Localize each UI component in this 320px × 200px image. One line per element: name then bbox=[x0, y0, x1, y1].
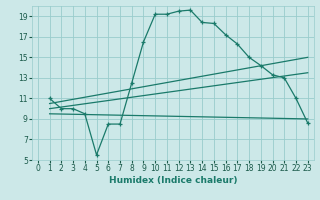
X-axis label: Humidex (Indice chaleur): Humidex (Indice chaleur) bbox=[108, 176, 237, 185]
